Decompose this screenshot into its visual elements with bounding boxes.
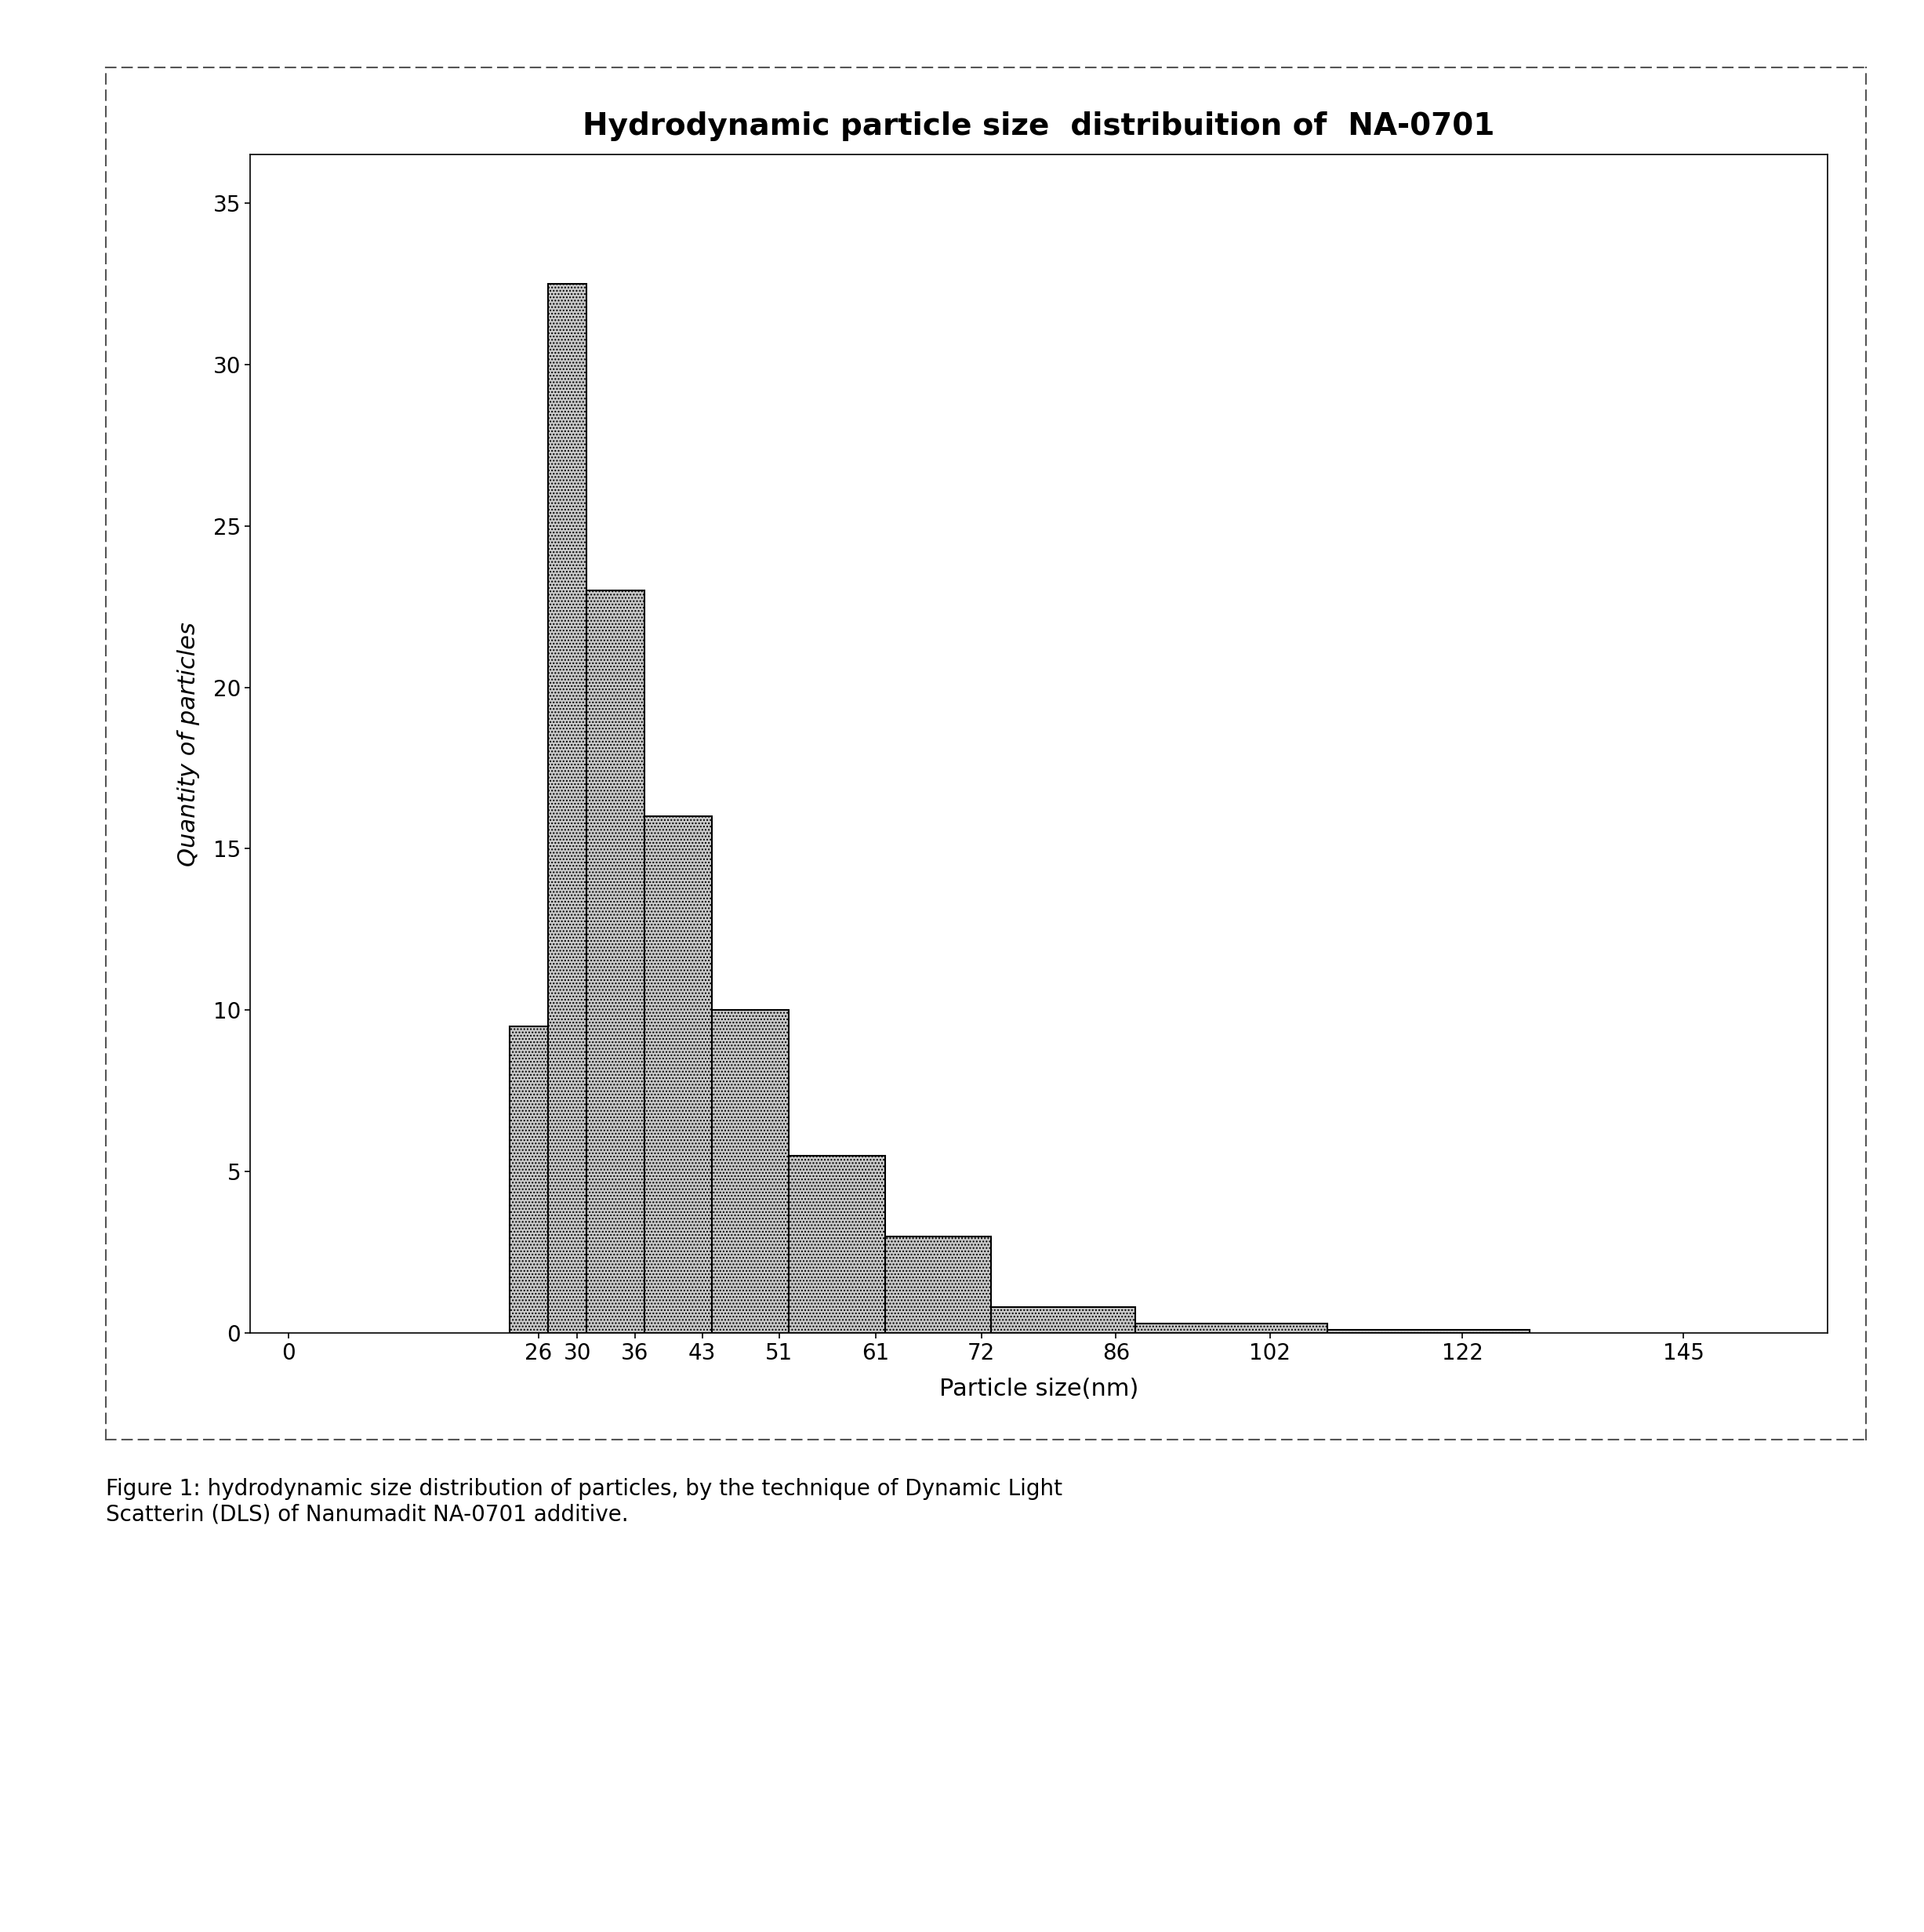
- Bar: [587, 591, 645, 1333]
- Y-axis label: Quantity of particles: Quantity of particles: [177, 622, 200, 866]
- Bar: [645, 817, 712, 1333]
- Bar: [1328, 1329, 1530, 1333]
- Bar: [712, 1010, 789, 1333]
- Bar: [991, 1308, 1135, 1333]
- X-axis label: Particle size(nm): Particle size(nm): [939, 1378, 1139, 1401]
- Bar: [885, 1236, 991, 1333]
- Bar: [548, 284, 587, 1333]
- Text: Figure 1: hydrodynamic size distribution of particles, by the technique of Dynam: Figure 1: hydrodynamic size distribution…: [106, 1478, 1062, 1526]
- Title: Hydrodynamic particle size  distribuition of  NA-0701: Hydrodynamic particle size distribuition…: [583, 112, 1495, 141]
- Bar: [789, 1155, 885, 1333]
- Bar: [510, 1026, 548, 1333]
- Bar: [1135, 1323, 1328, 1333]
